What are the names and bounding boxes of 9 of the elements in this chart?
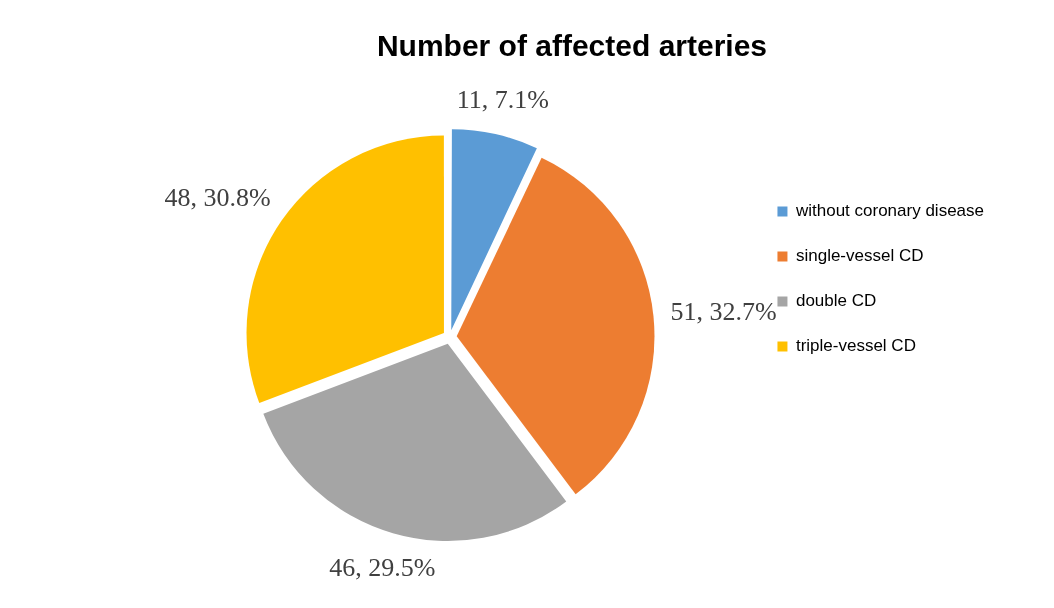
- chart-title: Number of affected arteries: [376, 29, 768, 63]
- data-label: 11, 7.1%: [456, 84, 549, 114]
- legend-label: without coronary disease: [794, 201, 984, 221]
- data-label: 46, 29.5%: [329, 553, 436, 583]
- data-label: 48, 30.8%: [164, 183, 271, 213]
- legend-label: double CD: [795, 291, 877, 311]
- data-label: 51, 32.7%: [670, 296, 777, 326]
- legend-label: triple-vessel CD: [795, 336, 916, 356]
- legend-label: single-vessel CD: [795, 246, 924, 266]
